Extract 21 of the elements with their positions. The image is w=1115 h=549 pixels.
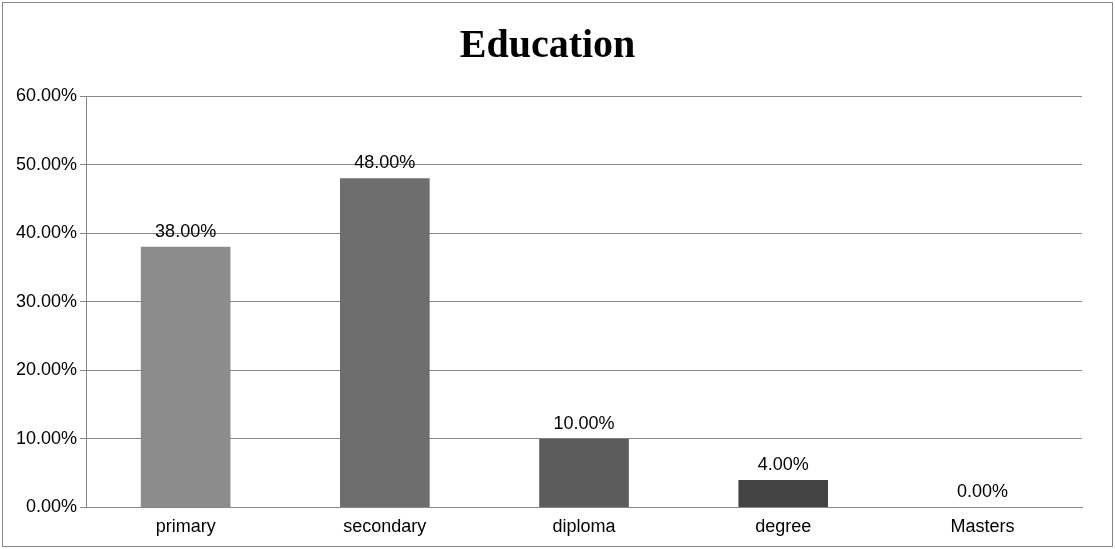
y-tick-label: 10.00% (15, 427, 78, 448)
data-label: 4.00% (757, 453, 809, 474)
bar (539, 438, 629, 507)
y-tick-label: 40.00% (15, 222, 78, 243)
data-label: 10.00% (553, 412, 615, 433)
x-tick-label: diploma (552, 516, 617, 537)
data-label: 0.00% (956, 481, 1008, 502)
chart-title: Education (459, 21, 636, 67)
bar (738, 479, 829, 507)
x-tick-label: Masters (950, 516, 1015, 537)
x-tick-label: degree (755, 516, 812, 537)
y-tick-label: 0.00% (26, 496, 78, 517)
x-tick-label: secondary (343, 516, 427, 537)
bar (340, 178, 430, 507)
y-tick-label: 20.00% (15, 359, 78, 380)
data-label: 38.00% (155, 220, 217, 241)
data-label: 48.00% (354, 152, 416, 173)
y-tick-label: 60.00% (15, 84, 78, 105)
y-tick-label: 50.00% (15, 153, 78, 174)
y-tick-label: 30.00% (15, 290, 78, 311)
x-tick-label: primary (155, 516, 216, 537)
